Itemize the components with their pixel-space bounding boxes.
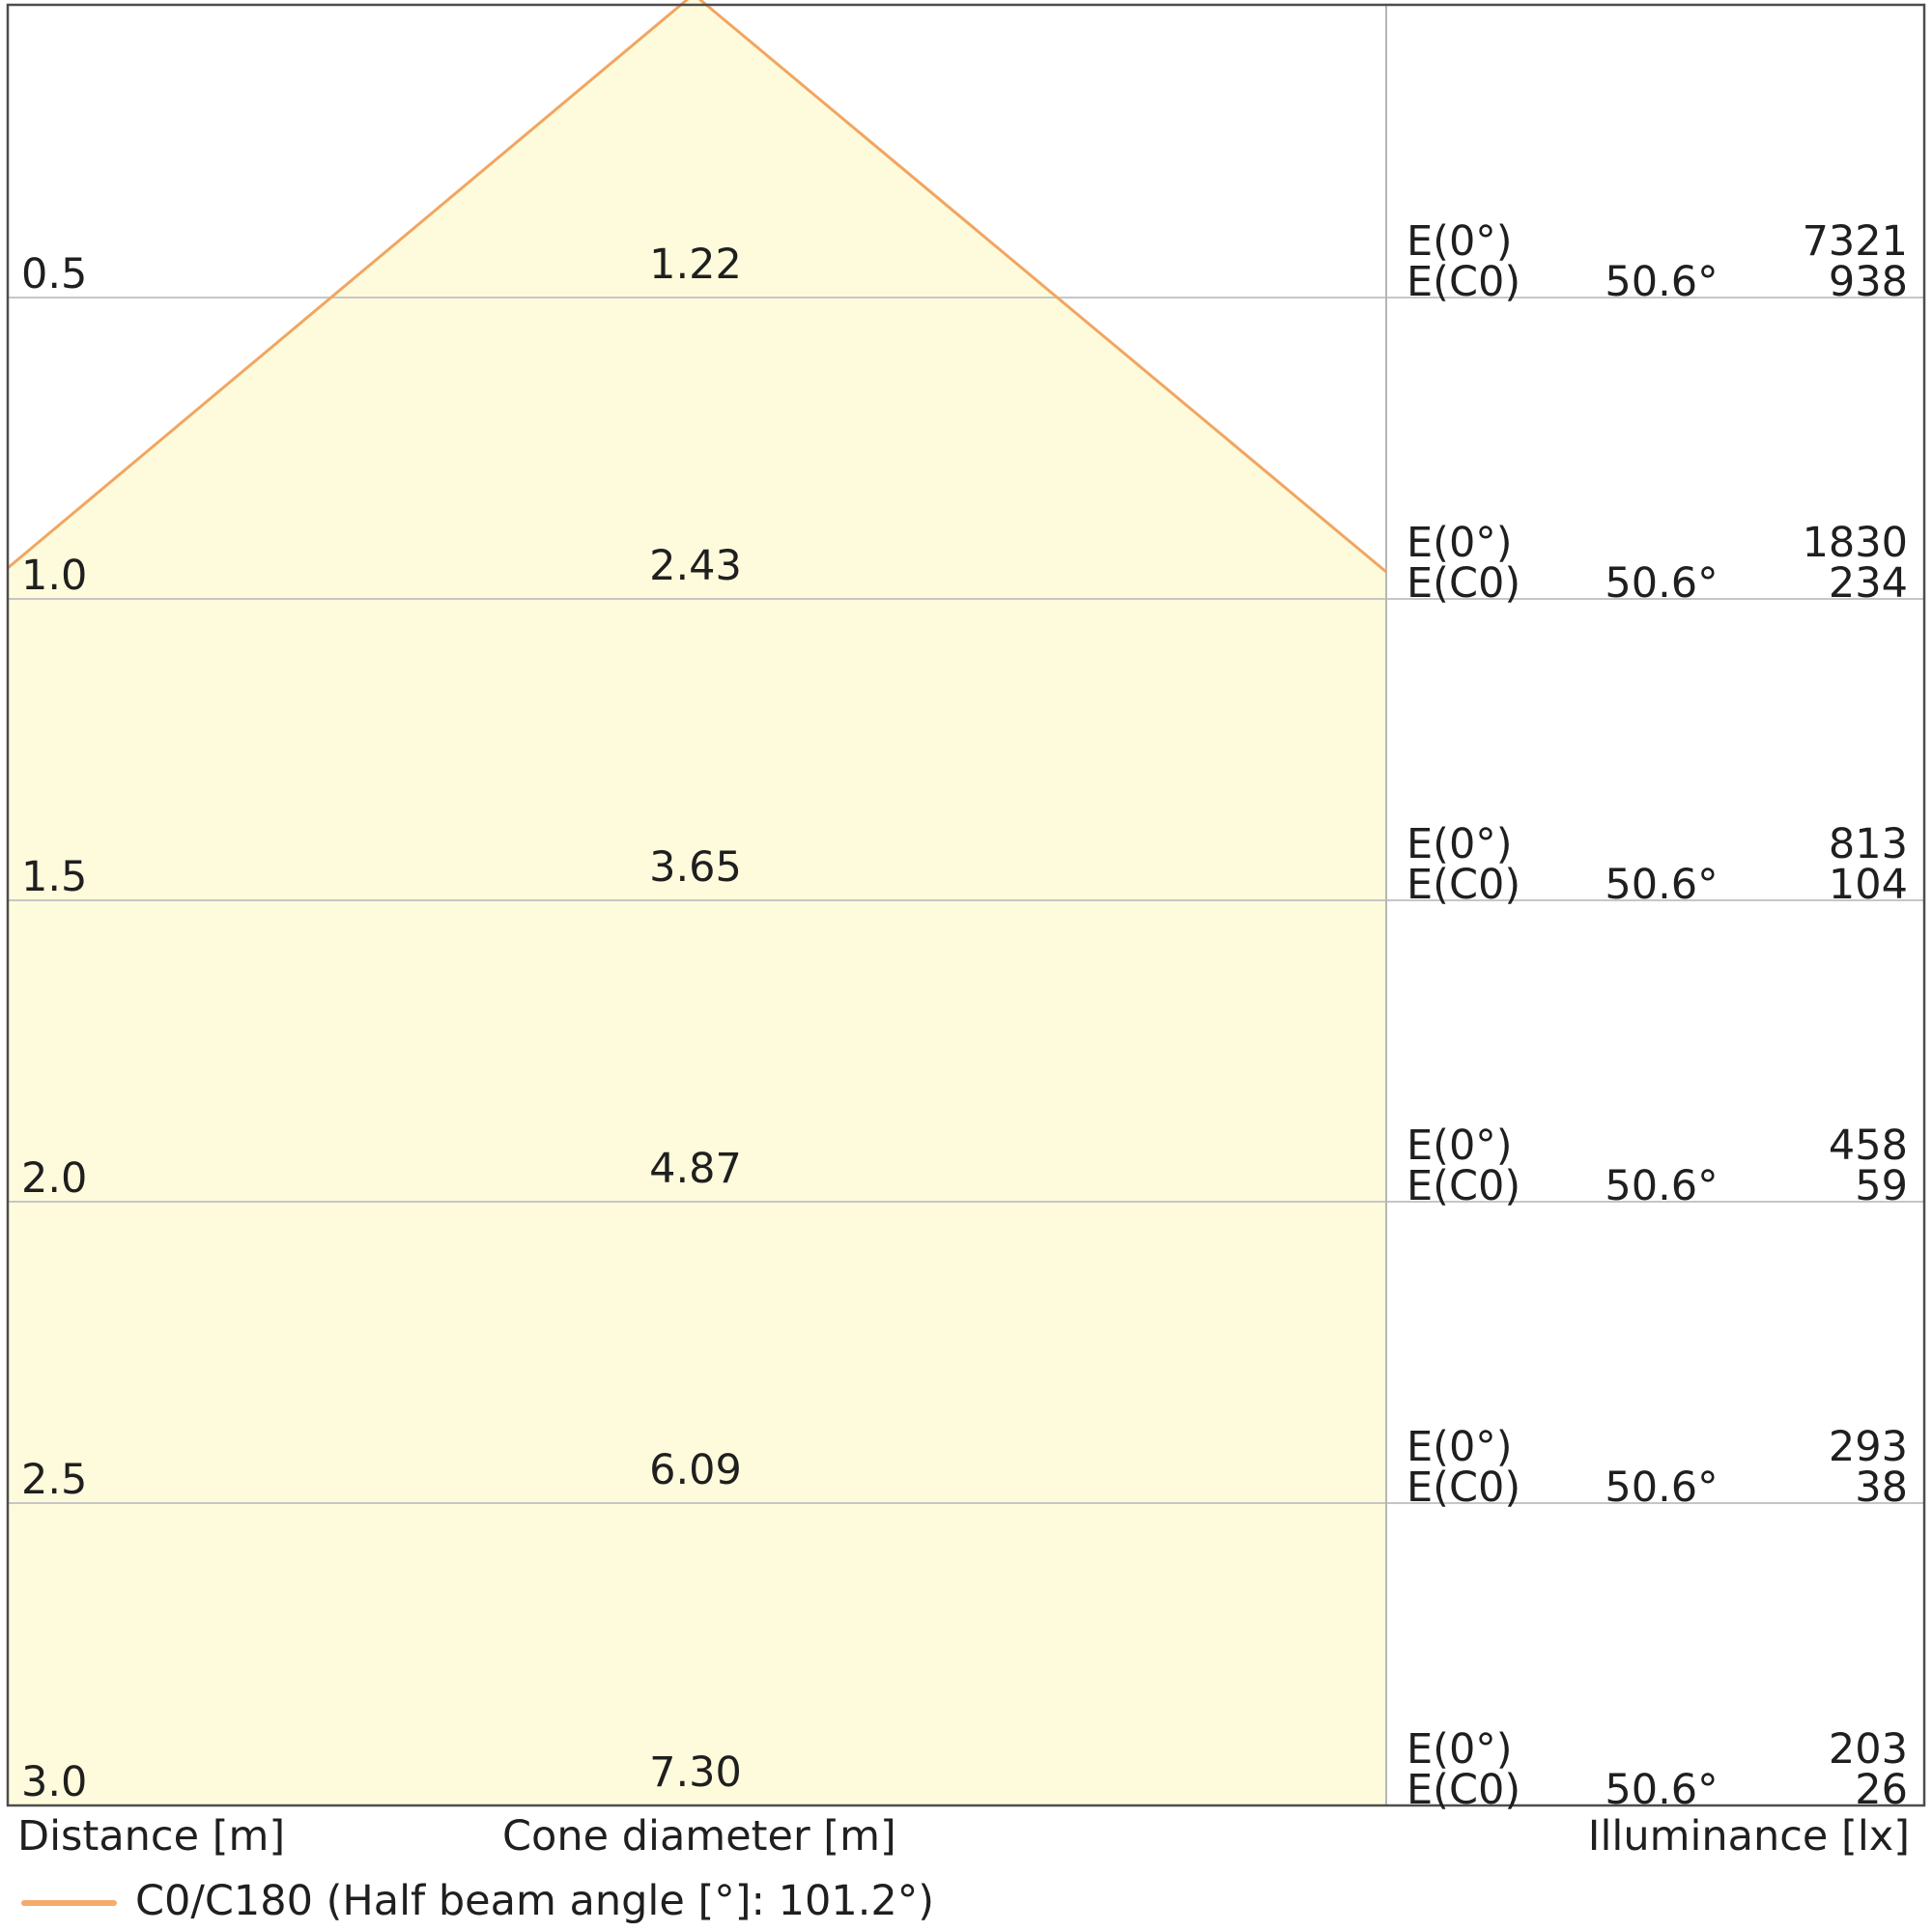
cone-diameter-value: 2.43 xyxy=(649,542,742,590)
ec0-label: E(C0) xyxy=(1406,861,1521,909)
ec0-value: 938 xyxy=(1828,258,1908,306)
ec0-value: 104 xyxy=(1828,861,1908,909)
cone-diameter-value: 7.30 xyxy=(649,1748,742,1797)
ec0-label: E(C0) xyxy=(1406,559,1521,608)
distance-axis-label: Distance [m] xyxy=(17,1812,286,1861)
distance-label: 1.0 xyxy=(21,552,88,600)
cone-diameter-value: 3.65 xyxy=(649,843,742,892)
distance-label: 0.5 xyxy=(21,250,88,298)
distance-label: 2.0 xyxy=(21,1154,88,1203)
cone-edge-left xyxy=(7,0,690,570)
ec0-label: E(C0) xyxy=(1406,258,1521,306)
cone-diameter-axis-label: Cone diameter [m] xyxy=(502,1812,896,1861)
ec0-label: E(C0) xyxy=(1406,1463,1521,1512)
chart-border xyxy=(6,3,1926,1807)
e0-label: E(0°) xyxy=(1406,1122,1513,1170)
beam-angle-value: 50.6° xyxy=(1605,1463,1719,1512)
e0-value: 458 xyxy=(1828,1122,1908,1170)
distance-label: 1.5 xyxy=(21,853,88,901)
ec0-value: 38 xyxy=(1855,1463,1908,1512)
illuminance-axis-label: Illuminance [lx] xyxy=(1587,1812,1910,1861)
e0-value: 203 xyxy=(1828,1725,1908,1774)
ec0-value: 234 xyxy=(1828,559,1908,608)
e0-label: E(0°) xyxy=(1406,1423,1513,1471)
cone-fill xyxy=(8,0,1386,1805)
cone-edge-right xyxy=(697,0,1387,574)
beam-angle-value: 50.6° xyxy=(1605,1766,1719,1814)
e0-label: E(0°) xyxy=(1406,820,1513,868)
distance-label: 3.0 xyxy=(21,1758,88,1806)
e0-label: E(0°) xyxy=(1406,1725,1513,1774)
cone-diameter-value: 4.87 xyxy=(649,1145,742,1193)
cone-diameter-value: 6.09 xyxy=(649,1446,742,1494)
beam-angle-value: 50.6° xyxy=(1605,1162,1719,1210)
beam-angle-value: 50.6° xyxy=(1605,258,1719,306)
e0-value: 7321 xyxy=(1802,217,1908,266)
ec0-label: E(C0) xyxy=(1406,1162,1521,1210)
beam-angle-value: 50.6° xyxy=(1605,559,1719,608)
legend-label: C0/C180 (Half beam angle [°]: 101.2°) xyxy=(135,1877,935,1925)
ec0-value: 59 xyxy=(1855,1162,1908,1210)
distance-label: 2.5 xyxy=(21,1456,88,1504)
beam-angle-value: 50.6° xyxy=(1605,861,1719,909)
ec0-value: 26 xyxy=(1855,1766,1908,1814)
e0-label: E(0°) xyxy=(1406,217,1513,266)
e0-label: E(0°) xyxy=(1406,519,1513,567)
ec0-label: E(C0) xyxy=(1406,1766,1521,1814)
e0-value: 293 xyxy=(1828,1423,1908,1471)
e0-value: 1830 xyxy=(1802,519,1908,567)
e0-value: 813 xyxy=(1828,820,1908,868)
cone-diameter-value: 1.22 xyxy=(649,241,742,289)
legend-line-swatch xyxy=(21,1900,117,1906)
